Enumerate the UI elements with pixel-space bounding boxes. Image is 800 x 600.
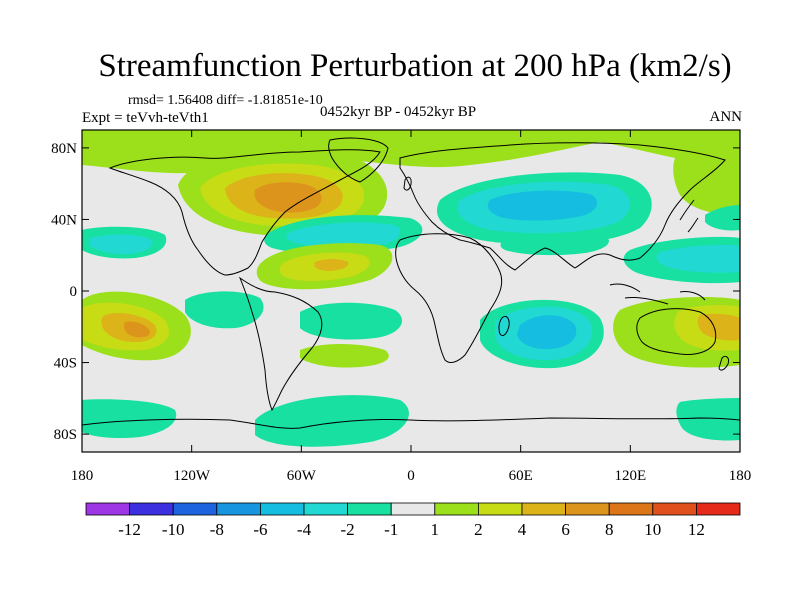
colorbar-swatch [85, 502, 130, 516]
colorbar-label: -6 [253, 520, 267, 539]
contour-atlantic-negative-2 [286, 222, 401, 248]
colorbar-swatch [565, 502, 610, 516]
lon-tick-label: 60E [509, 468, 533, 484]
contour-pacific-ne-positive-2 [705, 205, 740, 231]
coastline-madagascar [498, 315, 510, 337]
stats-label: rmsd= 1.56408 diff= -1.81851e-10 [128, 93, 323, 108]
lat-tick-label: 80N [51, 141, 77, 157]
colorbar-swatch [696, 502, 741, 516]
colorbar-label: 10 [644, 520, 661, 539]
map-background [82, 130, 740, 452]
contour-pacific-ne-positive [673, 141, 740, 215]
contour-south-asia-negative [500, 232, 609, 256]
lat-tick-label: 40S [54, 356, 77, 372]
lat-tick-label: 40N [51, 212, 77, 228]
contour-antarctic-negative [255, 395, 409, 447]
colorbar-swatch [172, 502, 218, 516]
coastlines [82, 137, 740, 429]
colorbar-swatch [347, 502, 392, 516]
lon-tick-label: 180 [71, 468, 94, 484]
lon-tick-label: 120W [173, 468, 211, 484]
contour-north-pacific-negative-2 [90, 234, 153, 255]
lon-tick-label: 60W [287, 468, 317, 484]
coastline-new-zealand [718, 355, 729, 371]
period-label: 0452kyr BP - 0452kyr BP [320, 104, 477, 120]
colorbar-label: -8 [210, 520, 224, 539]
lon-tick-label: 120E [614, 468, 646, 484]
colorbar-swatch [434, 502, 479, 516]
latitude-axis: 80N 40N 0 40S 80S [51, 141, 740, 443]
colorbar-swatch [652, 502, 697, 516]
colorbar-label: 8 [605, 520, 614, 539]
colorbar-label: 2 [474, 520, 483, 539]
coastline-japan [679, 199, 699, 233]
colorbar-swatch [303, 502, 348, 516]
contour-eurasia-negative-3 [487, 190, 598, 221]
coastline-australia [636, 308, 717, 355]
contour-east-pacific-negative [185, 291, 264, 329]
coastline-indonesia [609, 283, 706, 305]
colorbar-swatch [608, 502, 654, 516]
coastline-africa [395, 233, 503, 363]
contour-south-atlantic-negative [300, 302, 403, 340]
colorbar-swatch [259, 502, 305, 516]
coastline-antarctica [82, 417, 740, 429]
colorbar-label: -4 [297, 520, 312, 539]
contour-fields [82, 130, 740, 447]
contour-west-pacific-negative-2 [656, 244, 740, 273]
colorbar: -12 -10 -8 -6 -4 -2 -1 1 2 4 6 8 10 12 [85, 502, 741, 539]
contour-south-pacific-positive-4 [124, 321, 150, 338]
coastline-south-america [238, 276, 323, 412]
colorbar-label: -2 [341, 520, 355, 539]
contour-antarctic-negative-3 [676, 398, 740, 441]
longitude-axis: 180 120W 60W 0 60E 120E 180 [71, 130, 752, 484]
contour-australia-positive-3 [697, 313, 740, 341]
lat-tick-label: 0 [70, 284, 78, 300]
map-panel: 80N 40N 0 40S 80S 180 120W 60W 0 60E 120E 180 [51, 129, 752, 484]
colorbar-swatch [477, 502, 523, 516]
colorbar-label: 1 [431, 520, 440, 539]
colorbar-swatch [521, 502, 566, 516]
season-label: ANN [709, 109, 743, 125]
contour-indian-ocean-negative-3 [517, 315, 577, 350]
colorbar-label: 6 [561, 520, 570, 539]
plot-title: Streamfunction Perturbation at 200 hPa (… [98, 48, 732, 84]
colorbar-label: -12 [118, 520, 141, 539]
lon-tick-label: 0 [407, 468, 415, 484]
experiment-label: Expt = teVvh-teVth1 [82, 110, 209, 126]
colorbar-label: -10 [162, 520, 185, 539]
colorbar-label: 4 [518, 520, 527, 539]
lon-tick-label: 180 [729, 468, 752, 484]
coastline-uk [403, 176, 412, 191]
colorbar-label: 12 [688, 520, 705, 539]
colorbar-swatch [216, 502, 261, 516]
contour-north-america-positive-4 [254, 182, 322, 213]
colorbar-label: -1 [384, 520, 398, 539]
colorbar-swatch [390, 502, 436, 516]
coastline-greenland [328, 137, 389, 183]
contour-southern-positive [300, 344, 389, 368]
contour-antarctic-negative-2 [82, 399, 177, 439]
coastline-north-america [108, 149, 381, 276]
colorbar-swatch [129, 502, 174, 516]
lat-tick-label: 80S [54, 427, 77, 443]
contour-subtropical-atlantic-positive-3 [314, 259, 349, 271]
